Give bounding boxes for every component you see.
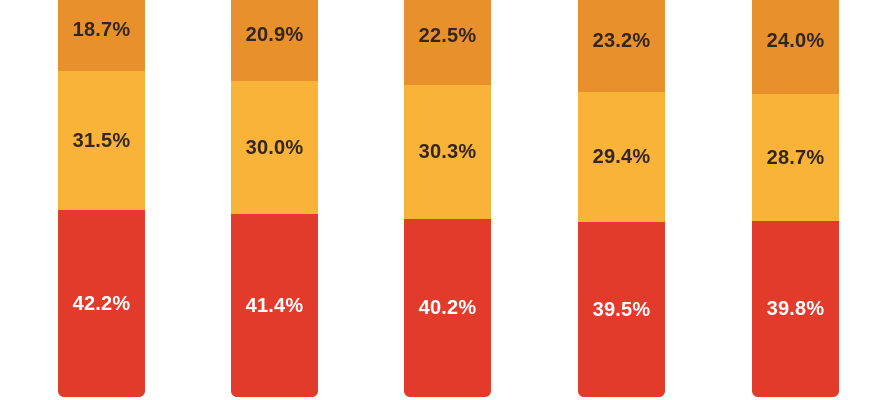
segment-value-label: 23.2% — [592, 30, 651, 53]
segment-value-label: 39.5% — [592, 298, 651, 321]
bar-segment-middle-amber-segment: 31.5% — [58, 71, 145, 211]
bar-segment-bottom-red-segment: 42.2% — [58, 210, 145, 397]
bar-segment-bottom-red-segment: 41.4% — [231, 214, 318, 397]
segment-value-label: 24.0% — [766, 30, 825, 53]
segment-value-label: 30.3% — [418, 141, 477, 164]
bar-column: 23.2% 29.4% 39.5% — [578, 0, 665, 397]
segment-value-label: 30.0% — [245, 136, 304, 159]
segment-value-label: 20.9% — [245, 24, 304, 47]
bar-segment-top-orange-segment: 22.5% — [404, 0, 491, 86]
segment-value-label: 31.5% — [72, 129, 131, 152]
bar-segment-middle-amber-segment: 30.0% — [231, 81, 318, 215]
bar-segment-bottom-red-segment: 40.2% — [404, 219, 491, 397]
bar-segment-top-orange-segment: 23.2% — [578, 0, 665, 93]
segment-value-label: 22.5% — [418, 24, 477, 47]
bar-column: 22.5% 30.3% 40.2% — [404, 0, 491, 397]
bar-segment-top-orange-segment: 20.9% — [231, 0, 318, 82]
bar-column: 18.7% 31.5% 42.2% — [58, 0, 145, 397]
bar-segment-top-orange-segment: 24.0% — [752, 0, 839, 95]
segment-value-label: 41.4% — [245, 294, 304, 317]
bar-segment-middle-amber-segment: 28.7% — [752, 94, 839, 222]
bar-column: 20.9% 30.0% 41.4% — [231, 0, 318, 397]
bar-segment-bottom-red-segment: 39.5% — [578, 222, 665, 397]
segment-value-label: 18.7% — [72, 18, 131, 41]
bar-segment-bottom-red-segment: 39.8% — [752, 221, 839, 397]
bar-segment-top-orange-segment: 18.7% — [58, 0, 145, 72]
segment-value-label: 40.2% — [418, 297, 477, 320]
segment-value-label: 28.7% — [766, 146, 825, 169]
bar-segment-middle-amber-segment: 29.4% — [578, 92, 665, 223]
bar-column: 24.0% 28.7% 39.8% — [752, 0, 839, 397]
bar-segment-middle-amber-segment: 30.3% — [404, 85, 491, 220]
segment-value-label: 39.8% — [766, 298, 825, 321]
segment-value-label: 42.2% — [72, 292, 131, 315]
segment-value-label: 29.4% — [592, 146, 651, 169]
